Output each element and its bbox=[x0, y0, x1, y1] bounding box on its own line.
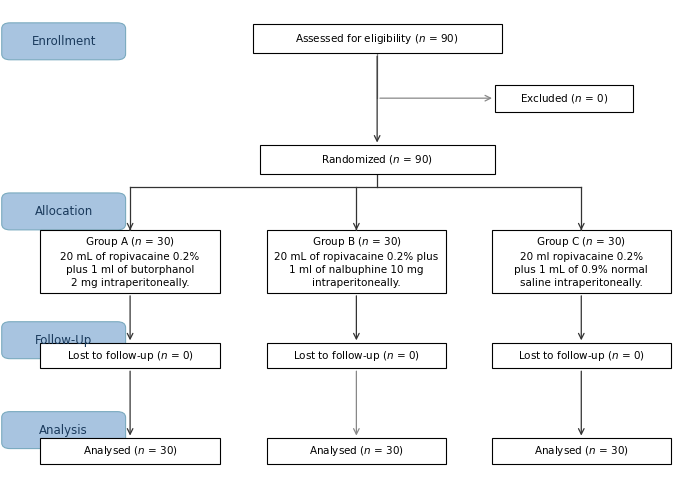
FancyBboxPatch shape bbox=[40, 438, 220, 464]
Text: Allocation: Allocation bbox=[35, 205, 93, 218]
Text: Group C ($n$ = 30)
20 ml ropivacaine 0.2%
plus 1 mL of 0.9% normal
saline intrap: Group C ($n$ = 30) 20 ml ropivacaine 0.2… bbox=[514, 235, 648, 288]
Text: Randomized ($n$ = 90): Randomized ($n$ = 90) bbox=[321, 153, 433, 166]
Text: Analysed ($n$ = 30): Analysed ($n$ = 30) bbox=[309, 444, 404, 458]
Text: Lost to follow-up ($n$ = 0): Lost to follow-up ($n$ = 0) bbox=[518, 349, 645, 363]
FancyBboxPatch shape bbox=[40, 343, 220, 368]
FancyBboxPatch shape bbox=[1, 23, 126, 60]
FancyBboxPatch shape bbox=[1, 412, 126, 449]
Text: Analysed ($n$ = 30): Analysed ($n$ = 30) bbox=[82, 444, 178, 458]
FancyBboxPatch shape bbox=[492, 438, 671, 464]
FancyBboxPatch shape bbox=[253, 24, 502, 53]
Text: Analysis: Analysis bbox=[39, 424, 88, 436]
FancyBboxPatch shape bbox=[260, 145, 495, 174]
Text: Analysed ($n$ = 30): Analysed ($n$ = 30) bbox=[534, 444, 629, 458]
Text: Lost to follow-up ($n$ = 0): Lost to follow-up ($n$ = 0) bbox=[66, 349, 194, 363]
Text: Group A ($n$ = 30)
20 mL of ropivacaine 0.2%
plus 1 ml of butorphanol
2 mg intra: Group A ($n$ = 30) 20 mL of ropivacaine … bbox=[60, 235, 200, 288]
FancyBboxPatch shape bbox=[267, 438, 446, 464]
FancyBboxPatch shape bbox=[492, 343, 671, 368]
Text: Lost to follow-up ($n$ = 0): Lost to follow-up ($n$ = 0) bbox=[293, 349, 420, 363]
FancyBboxPatch shape bbox=[1, 193, 126, 230]
FancyBboxPatch shape bbox=[267, 343, 446, 368]
Text: Excluded ($n$ = 0): Excluded ($n$ = 0) bbox=[520, 92, 608, 104]
FancyBboxPatch shape bbox=[1, 322, 126, 359]
FancyBboxPatch shape bbox=[267, 230, 446, 293]
Text: Assessed for eligibility ($n$ = 90): Assessed for eligibility ($n$ = 90) bbox=[295, 32, 459, 46]
FancyBboxPatch shape bbox=[495, 85, 633, 111]
Text: Follow-Up: Follow-Up bbox=[35, 334, 92, 347]
Text: Enrollment: Enrollment bbox=[31, 35, 96, 48]
FancyBboxPatch shape bbox=[492, 230, 671, 293]
FancyBboxPatch shape bbox=[40, 230, 220, 293]
Text: Group B ($n$ = 30)
20 mL of ropivacaine 0.2% plus
1 ml of nalbuphine 10 mg
intra: Group B ($n$ = 30) 20 mL of ropivacaine … bbox=[274, 235, 439, 288]
